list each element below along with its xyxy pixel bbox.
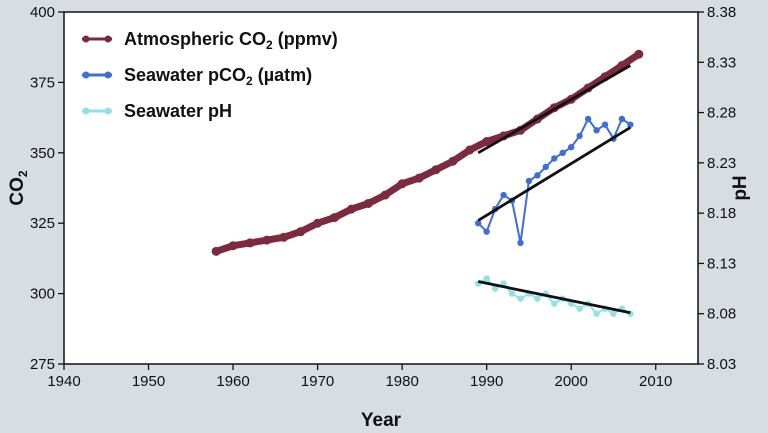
- data-point-series-3: [610, 310, 617, 317]
- data-point-series-3: [534, 295, 541, 302]
- x-tick-label: 1980: [385, 373, 418, 390]
- trend-line-2: [477, 126, 632, 222]
- x-tick-label: 1970: [301, 373, 334, 390]
- legend-swatch-dot: [104, 71, 112, 79]
- data-point-series-2: [542, 163, 550, 171]
- data-point-series-2: [601, 121, 609, 128]
- data-point-series-3: [508, 290, 516, 297]
- data-point-series-1: [414, 173, 424, 183]
- data-point-series-1: [634, 49, 644, 59]
- data-point-series-1: [482, 137, 492, 147]
- y-left-tick-label: 325: [30, 215, 55, 232]
- data-point-series-1: [363, 198, 373, 208]
- data-point-series-2: [576, 132, 583, 140]
- trend-line-1: [477, 64, 632, 155]
- legend-swatch-dot: [104, 107, 112, 115]
- legend-swatch-dot: [82, 35, 90, 43]
- x-tick-label: 1960: [216, 373, 249, 390]
- data-point-series-2: [517, 239, 524, 247]
- data-point-series-3: [576, 305, 583, 312]
- data-point-series-2: [551, 155, 558, 162]
- y-left-tick-label: 275: [30, 356, 55, 373]
- data-point-series-2: [618, 115, 626, 123]
- x-tick-label: 2010: [639, 373, 672, 390]
- data-point-series-2: [483, 228, 490, 235]
- y-left-tick-label: 350: [30, 145, 55, 162]
- data-point-series-1: [245, 238, 255, 248]
- right-axis-title: pH: [730, 175, 751, 200]
- data-point-series-3: [551, 300, 558, 307]
- data-point-series-2: [475, 220, 482, 227]
- legend-label-2: Seawater pCO2 (µatm): [124, 65, 312, 88]
- data-point-series-2: [627, 121, 634, 128]
- y-left-tick-label: 300: [30, 286, 55, 303]
- data-point-series-1: [330, 213, 340, 223]
- y-left-tick-label: 375: [30, 74, 55, 91]
- data-point-series-1: [262, 235, 272, 245]
- y-right-tick-label: 8.18: [707, 205, 736, 222]
- data-point-series-1: [211, 246, 221, 256]
- x-tick-label: 1950: [132, 373, 165, 390]
- trend-layer: [477, 64, 632, 315]
- legend-label-3: Seawater pH: [124, 101, 232, 121]
- data-point-series-3: [491, 285, 499, 292]
- y-right-tick-label: 8.33: [707, 54, 736, 71]
- left-axis-title: CO2: [7, 170, 30, 206]
- data-point-series-1: [313, 218, 323, 228]
- data-point-series-3: [593, 310, 600, 317]
- y-right-tick-label: 8.23: [707, 155, 736, 172]
- legend: Atmospheric CO2 (ppmv) Seawater pCO2 (µat…: [82, 29, 338, 121]
- y-right-tick-label: 8.38: [707, 4, 736, 21]
- legend-label-1: Atmospheric CO2 (ppmv): [124, 29, 338, 52]
- legend-swatch-dot: [104, 35, 112, 43]
- data-point-series-1: [465, 145, 475, 155]
- y-right-tick-label: 8.08: [707, 306, 736, 323]
- legend-swatch-dot: [82, 107, 90, 115]
- x-tick-label: 1990: [470, 373, 503, 390]
- data-point-series-2: [500, 191, 507, 199]
- data-point-series-1: [279, 232, 289, 242]
- y-right-tick-label: 8.03: [707, 356, 736, 373]
- data-point-series-3: [517, 295, 524, 302]
- y-left-tick-label: 400: [30, 4, 55, 21]
- x-tick-label: 2000: [555, 373, 588, 390]
- data-point-series-2: [584, 115, 592, 123]
- data-point-series-1: [346, 204, 356, 214]
- axes-layer: 1940 1950 1960 1970 1980 1990 2000 2010 275 300 32…: [30, 4, 736, 390]
- data-point-series-2: [534, 172, 541, 179]
- data-point-series-2: [559, 149, 566, 156]
- data-point-series-1: [397, 179, 407, 189]
- data-point-series-1: [228, 241, 238, 251]
- data-point-series-1: [431, 165, 441, 175]
- data-point-series-2: [593, 127, 600, 134]
- data-point-series-2: [568, 143, 575, 151]
- x-axis-title: Year: [361, 410, 402, 431]
- y-right-tick-label: 8.13: [707, 255, 736, 272]
- y-right-tick-label: 8.28: [707, 105, 736, 122]
- data-point-series-1: [380, 190, 390, 200]
- data-point-series-3: [483, 275, 490, 282]
- legend-swatch-dot: [82, 71, 90, 79]
- trend-line-3: [477, 280, 631, 315]
- x-tick-label: 1940: [47, 373, 80, 390]
- data-point-series-1: [448, 156, 458, 166]
- data-point-series-1: [296, 227, 306, 237]
- data-point-series-2: [525, 177, 533, 185]
